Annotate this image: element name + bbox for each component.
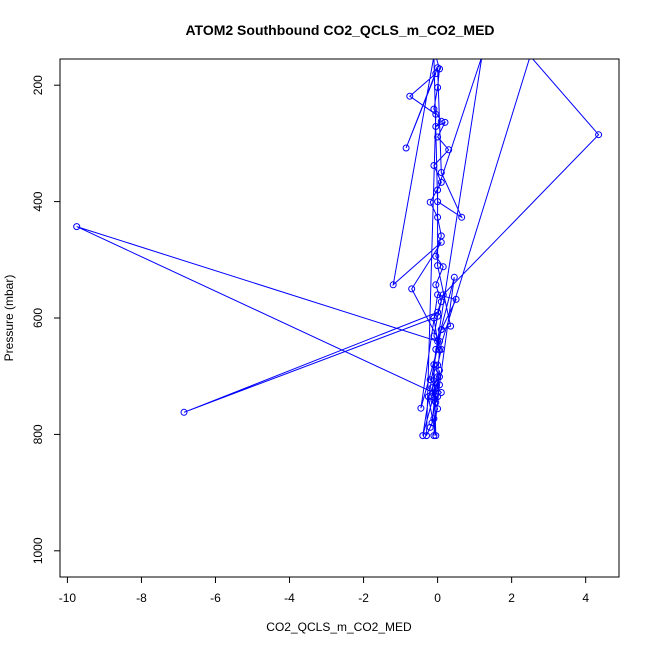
data-point (441, 118, 449, 126)
data-point (436, 381, 443, 389)
data-point (434, 312, 442, 320)
data-point (434, 64, 442, 72)
data-point (426, 198, 434, 206)
data-point (437, 326, 445, 334)
x-tick-label: -4 (284, 591, 295, 605)
x-tick-label: -2 (358, 591, 369, 605)
data-point (402, 144, 410, 152)
data-point (430, 415, 438, 423)
x-tick-label: -10 (59, 591, 77, 605)
data-point (423, 432, 430, 440)
data-point (430, 361, 438, 369)
x-axis: -10 -8 -6 -4 -2 0 2 4 (59, 576, 589, 605)
data-point (450, 273, 458, 281)
data-point (406, 92, 414, 100)
data-point (437, 238, 445, 246)
data-point (432, 281, 440, 289)
data-point (436, 346, 443, 354)
y-tick-label: 400 (31, 191, 45, 211)
x-tick-label: -8 (136, 591, 147, 605)
data-point (445, 146, 453, 154)
data-point (447, 322, 455, 330)
data-point (595, 131, 603, 139)
data-point (431, 59, 436, 60)
data-point (528, 59, 533, 60)
data-point (430, 314, 438, 322)
data-point (437, 169, 445, 176)
x-tick-label: 2 (508, 591, 515, 605)
data-point (436, 373, 443, 381)
y-axis-label: Pressure (mbar) (2, 275, 16, 362)
data-point (430, 432, 438, 440)
y-tick-label: 200 (31, 75, 45, 95)
data-point (432, 432, 440, 440)
data-point (437, 178, 445, 186)
y-tick-label: 600 (31, 308, 45, 328)
data-point (432, 252, 440, 260)
data-point (180, 408, 188, 416)
data-point (424, 393, 432, 401)
y-tick-label: 1000 (31, 537, 45, 564)
x-tick-label: 0 (434, 591, 441, 605)
plot-frame (59, 58, 620, 578)
data-point (432, 390, 440, 398)
x-tick-label: -6 (210, 591, 221, 605)
data-point (428, 384, 436, 392)
chart-title: ATOM2 Southbound CO2_QCLS_m_CO2_MED (185, 22, 494, 38)
data-point (458, 213, 466, 221)
data-point (426, 423, 434, 431)
y-tick-label: 800 (31, 424, 45, 444)
data-point (428, 419, 436, 427)
plot-area (73, 59, 603, 440)
data-point (432, 345, 440, 353)
data-point (408, 285, 416, 293)
data-point (417, 404, 425, 412)
data-point (432, 123, 440, 130)
data-point (434, 133, 442, 141)
series-line (76, 59, 600, 436)
data-point (434, 262, 442, 270)
y-axis: 200 400 600 800 1000 (31, 75, 61, 564)
data-point (434, 213, 442, 221)
data-point (432, 398, 440, 406)
data-point (434, 308, 442, 316)
data-point (434, 84, 442, 91)
data-point (426, 376, 434, 384)
data-point (389, 281, 397, 289)
data-point (434, 405, 442, 413)
data-point (434, 373, 442, 381)
data-point (434, 186, 442, 194)
data-point (434, 337, 442, 345)
data-point (437, 298, 445, 306)
data-point (430, 332, 438, 340)
data-point (452, 295, 460, 303)
data-point (432, 110, 440, 118)
data-point (433, 59, 438, 60)
x-tick-label: 4 (582, 591, 589, 605)
x-axis-label: CO2_QCLS_m_CO2_MED (266, 620, 412, 634)
data-point (436, 337, 443, 345)
data-point (430, 162, 438, 169)
data-point (437, 117, 445, 125)
data-point (430, 396, 438, 404)
data-point (73, 223, 81, 231)
data-point (439, 291, 447, 299)
data-point (419, 432, 427, 440)
data-point (436, 65, 443, 73)
data-point (480, 59, 484, 60)
data-point (434, 198, 442, 206)
